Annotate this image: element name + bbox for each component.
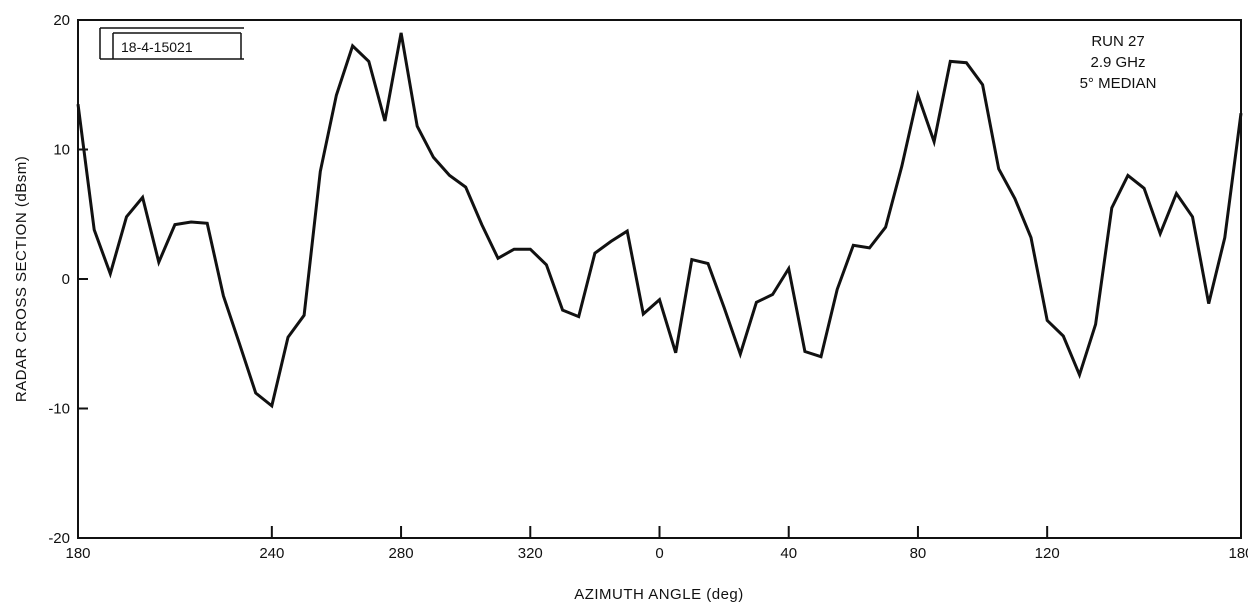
rcs-series-line (76, 32, 1243, 409)
figure-id-box: 18-4-15021 (99, 27, 244, 60)
x-tick-label: 240 (259, 545, 284, 562)
y-tick-label: -20 (48, 530, 70, 547)
run-annotation-line-1: RUN 27 (1091, 33, 1144, 50)
x-axis-ticks: 180 240 280 320 0 40 80 120 180 (65, 526, 1248, 562)
x-tick-label: 40 (780, 545, 797, 562)
run-annotation-line-2: 2.9 GHz (1090, 54, 1145, 71)
run-annotation-line-3: 5° MEDIAN (1080, 75, 1157, 92)
plot-frame (77, 19, 1242, 539)
x-tick-label: 180 (1228, 545, 1248, 562)
y-axis-title: RADAR CROSS SECTION (dBsm) (13, 156, 30, 402)
y-tick-label: -10 (48, 401, 70, 418)
y-tick-label: 20 (53, 12, 70, 29)
y-tick-label: 0 (62, 271, 70, 288)
x-tick-label: 80 (910, 545, 927, 562)
x-tick-label: 180 (65, 545, 90, 562)
x-axis-title: AZIMUTH ANGLE (deg) (574, 586, 744, 603)
y-axis-ticks: 20 10 0 -10 -20 (48, 12, 88, 547)
x-tick-label: 0 (655, 545, 663, 562)
x-tick-label: 120 (1035, 545, 1060, 562)
x-tick-label: 280 (389, 545, 414, 562)
x-tick-label: 320 (518, 545, 543, 562)
figure-id-label: 18-4-15021 (121, 39, 193, 55)
y-tick-label: 10 (53, 142, 70, 159)
